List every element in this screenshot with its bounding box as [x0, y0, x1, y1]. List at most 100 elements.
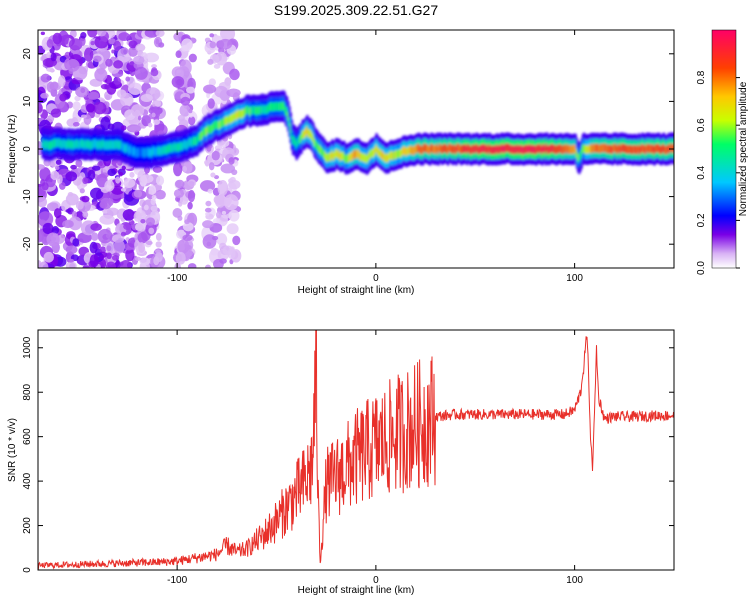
spectrogram-noise: [38, 30, 242, 268]
spectrogram-noise-cell: [228, 179, 241, 190]
spectrogram-noise-cell: [83, 47, 94, 62]
snr-y-tick-label: 1000: [22, 336, 33, 359]
spectrogram-noise-cell: [130, 104, 145, 118]
spectrogram-noise-cell: [155, 30, 165, 38]
spectrogram-noise-cell: [87, 169, 96, 181]
spectrogram-noise-cell: [105, 261, 116, 268]
spectrogram-noise-cell: [126, 124, 142, 133]
colorbar-tick-label: 0.4: [696, 165, 707, 179]
spectrogram-noise-cell: [133, 189, 143, 198]
spectrogram-noise-cell: [55, 159, 62, 165]
spectrogram-noise-cell: [208, 78, 216, 87]
spectrogram-noise-cell: [62, 219, 74, 229]
colorbar-tick-label: 0.8: [696, 70, 707, 84]
spectrogram-noise-cell: [187, 263, 197, 268]
spectrogram-noise-cell: [227, 247, 236, 260]
spectrogram-noise-cell: [40, 92, 49, 99]
spectrogram-noise-cell: [106, 245, 112, 252]
spectrogram-noise-cell: [178, 202, 183, 207]
spectrogram-noise-cell: [171, 76, 185, 88]
spectrogram-y-tick-label: -10: [22, 189, 33, 204]
spectrogram-noise-cell: [182, 234, 193, 241]
spectrogram-noise-cell: [174, 179, 185, 189]
spectrogram-noise-cell: [99, 214, 115, 225]
spectrogram-noise-cell: [214, 195, 226, 208]
spectrogram-noise-cell: [100, 116, 111, 131]
spectrogram-noise-cell: [145, 217, 156, 226]
spectrogram-noise-cell: [186, 86, 195, 94]
spectrogram-noise-cell: [202, 220, 214, 229]
spectrogram-noise-cell: [143, 52, 160, 63]
spectrogram-noise-cell: [144, 30, 160, 38]
spectrogram-noise-cell: [207, 58, 214, 65]
spectrogram-noise-cell: [172, 208, 183, 218]
spectrogram-noise-cell: [38, 196, 48, 208]
spectrogram-noise-cell: [121, 165, 126, 171]
spectrogram-noise-cell: [75, 200, 84, 210]
spectrogram-noise-cell: [118, 32, 130, 41]
spectrogram-y-tick-label: -20: [22, 237, 33, 252]
spectrogram-noise-cell: [228, 209, 240, 222]
spectrogram-noise-cell: [65, 245, 78, 254]
spectrogram-noise-cell: [81, 195, 90, 203]
spectrogram-noise-cell: [123, 178, 136, 188]
snr-x-label: Height of straight line (km): [298, 585, 415, 596]
spectrogram-noise-cell: [54, 165, 60, 171]
spectrogram-noise-cell: [205, 212, 210, 217]
spectrogram-noise-cell: [208, 162, 215, 171]
spectrogram-noise-cell: [218, 38, 233, 50]
spectrogram-noise-cell: [203, 84, 217, 94]
snr-y-tick-label: 200: [22, 517, 33, 534]
spectrogram-noise-cell: [122, 209, 136, 221]
snr-y-tick-label: 800: [22, 383, 33, 400]
colorbar-ticks: 0.0 0.2 0.4 0.6 0.8: [696, 70, 740, 275]
spectrogram-noise-cell: [134, 66, 148, 80]
spectrogram-noise-cell: [113, 239, 125, 254]
spectrogram-noise-cell: [128, 46, 139, 57]
spectrogram-noise-cell: [46, 38, 54, 48]
spectrogram-noise-cell: [113, 40, 122, 52]
spectrogram-noise-cell: [47, 114, 55, 123]
spectrogram-noise-cell: [65, 171, 78, 182]
spectrogram-noise-cell: [82, 265, 91, 268]
spectrogram-noise-cell: [154, 99, 162, 107]
spectrogram-noise-cell: [187, 201, 193, 210]
spectrogram-ridge: [41, 90, 674, 175]
spectrogram-noise-cell: [133, 55, 145, 65]
spectrogram-noise-cell: [182, 165, 188, 172]
spectrogram-noise-cell: [57, 75, 66, 88]
spectrogram-noise-cell: [79, 188, 85, 194]
spectrogram-noise-cell: [181, 38, 193, 51]
spectrogram-noise-cell: [80, 220, 97, 236]
spectrogram-noise-cell: [104, 180, 115, 192]
spectrogram-noise-cell: [75, 159, 83, 168]
snr-x-tick-label: 100: [566, 575, 583, 586]
spectrogram-noise-cell: [65, 261, 77, 268]
spectrogram-noise-cell: [58, 181, 66, 190]
spectrogram-noise-cell: [207, 98, 215, 109]
spectrogram-x-tick-label: -100: [167, 273, 187, 284]
spectrogram-noise-cell: [50, 81, 59, 91]
spectrogram-noise-cell: [68, 38, 83, 51]
spectrogram-noise-cell: [106, 252, 112, 260]
spectrogram-noise-cell: [107, 168, 117, 177]
spectrogram-noise-cell: [91, 165, 101, 171]
spectrogram-noise-cell: [111, 49, 115, 54]
spectrogram-noise-cell: [64, 76, 73, 83]
spectrogram-noise-cell: [155, 175, 165, 186]
colorbar-label: Normalized spectral amplitude: [738, 81, 749, 216]
spectrogram-noise-cell: [98, 103, 104, 111]
spectrogram-noise-cell: [42, 222, 54, 235]
spectrogram-y-tick-label: 20: [22, 48, 33, 60]
spectrogram-noise-cell: [173, 188, 185, 198]
spectrogram-noise-cell: [215, 211, 222, 219]
spectrogram-noise-cell: [138, 241, 146, 254]
spectrogram-noise-cell: [75, 86, 89, 98]
spectrogram-noise-cell: [211, 150, 220, 161]
spectrogram-x-tick-label: 0: [373, 273, 379, 284]
colorbar-tick-label: 0.2: [696, 213, 707, 227]
spectrogram-noise-cell: [99, 201, 108, 209]
spectrogram-noise-cell: [64, 39, 69, 45]
